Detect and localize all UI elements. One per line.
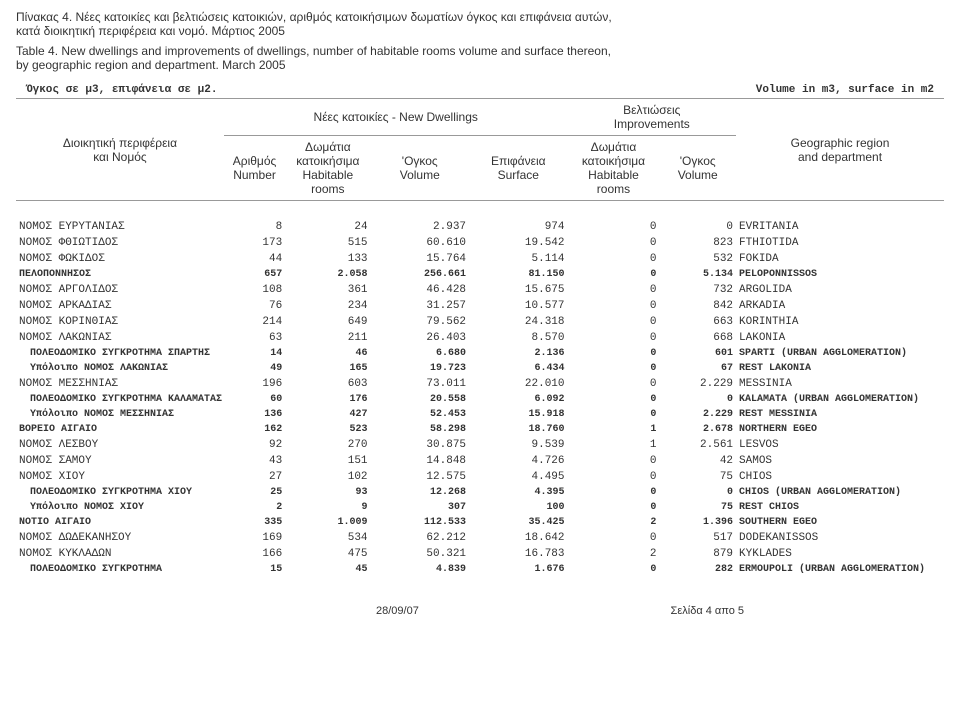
units-right: Volume in m3, surface in m2	[756, 84, 934, 96]
footer-page: Σελίδα 4 απο 5	[671, 605, 744, 617]
table-row: ΒΟΡΕΙΟ ΑΙΓΑΙΟ16252358.29818.76012.678NOR…	[16, 422, 944, 437]
hdr-improvements: ΒελτιώσειςImprovements	[568, 99, 737, 136]
table-row: ΠΕΛΟΠΟΝΝΗΣΟΣ6572.058256.66181.15005.134P…	[16, 267, 944, 282]
table-row: Υπόλοιπο ΝΟΜΟΣ ΛΑΚΩΝΙΑΣ4916519.7236.4340…	[16, 361, 944, 376]
units-left: Όγκος σε μ3, επιφάνεια σε μ2.	[26, 84, 217, 96]
header-table: Διοικητική περιφέρειακαι Νομός Νέες κατο…	[16, 98, 944, 201]
hdr-rooms: Δωμάτιακατοικήσιμα Habitablerooms	[285, 136, 370, 201]
table-row: ΝΟΜΟΣ ΑΡΚΑΔΙΑΣ7623431.25710.5770842ARKAD…	[16, 298, 944, 314]
title-greek-1: Πίνακας 4. Νέες κατοικίες και βελτιώσεις…	[16, 10, 944, 24]
hdr-imp-rooms: Δωμάτιακατοικήσιμα Habitablerooms	[568, 136, 660, 201]
table-row: ΝΟΜΟΣ ΜΕΣΣΗΝΙΑΣ19660373.01122.01002.229M…	[16, 376, 944, 392]
table-row: Υπόλοιπο ΝΟΜΟΣ ΜΕΣΣΗΝΙΑΣ13642752.45315.9…	[16, 407, 944, 422]
table-row: ΠΟΛΕΟΔΟΜΙΚΟ ΣΥΓΚΡΟΤΗΜΑ ΣΠΑΡΤΗΣ14466.6802…	[16, 346, 944, 361]
table-row: ΝΟΤΙΟ ΑΙΓΑΙΟ3351.009112.53335.42521.396S…	[16, 515, 944, 530]
table-row: ΝΟΜΟΣ ΚΥΚΛΑΔΩΝ16647550.32116.7832879KYKL…	[16, 546, 944, 562]
table-row: ΝΟΜΟΣ ΕΥΡΥΤΑΝΙΑΣ8242.93797400EVRITANIA	[16, 219, 944, 235]
table-row: ΝΟΜΟΣ ΦΩΚΙΔΟΣ4413315.7645.1140532FOKIDA	[16, 251, 944, 267]
footer: 28/09/07 Σελίδα 4 απο 5	[16, 605, 944, 617]
hdr-volume: 'ΟγκοςVolume	[371, 136, 469, 201]
table-row: ΝΟΜΟΣ ΛΑΚΩΝΙΑΣ6321126.4038.5700668LAKONI…	[16, 330, 944, 346]
hdr-surface: ΕπιφάνειαSurface	[469, 136, 568, 201]
title-english-2: by geographic region and department. Mar…	[16, 58, 944, 72]
table-row: ΠΟΛΕΟΔΟΜΙΚΟ ΣΥΓΚΡΟΤΗΜΑ ΧΙΟΥ259312.2684.3…	[16, 485, 944, 500]
title-greek-2: κατά διοικητική περιφέρεια και νομό. Μάρ…	[16, 24, 944, 38]
table-row: ΠΟΛΕΟΔΟΜΙΚΟ ΣΥΓΚΡΟΤΗΜΑ ΚΑΛΑΜΑΤΑΣ6017620.…	[16, 392, 944, 407]
title-english-1: Table 4. New dwellings and improvements …	[16, 44, 944, 58]
table-row: ΝΟΜΟΣ ΛΕΣΒΟΥ9227030.8759.53912.561LESVOS	[16, 437, 944, 453]
table-row: Υπόλοιπο ΝΟΜΟΣ ΧΙΟΥ29307100075REST CHIOS	[16, 500, 944, 515]
hdr-imp-volume: 'ΟγκοςVolume	[659, 136, 736, 201]
hdr-region-en: Geographic regionand department	[736, 99, 944, 201]
table-row: ΝΟΜΟΣ ΚΟΡΙΝΘΙΑΣ21464979.56224.3180663KOR…	[16, 314, 944, 330]
table-row: ΝΟΜΟΣ ΔΩΔΕΚΑΝΗΣΟΥ16953462.21218.6420517D…	[16, 530, 944, 546]
data-table: ΝΟΜΟΣ ΕΥΡΥΤΑΝΙΑΣ8242.93797400EVRITANIAΝΟ…	[16, 219, 944, 577]
footer-date: 28/09/07	[376, 605, 419, 617]
table-row: ΝΟΜΟΣ ΧΙΟΥ2710212.5754.495075CHIOS	[16, 469, 944, 485]
table-row: ΠΟΛΕΟΔΟΜΙΚΟ ΣΥΓΚΡΟΤΗΜΑ15454.8391.6760282…	[16, 562, 944, 577]
hdr-new-dwellings: Νέες κατοικίες - New Dwellings	[224, 99, 568, 136]
table-row: ΝΟΜΟΣ ΣΑΜΟΥ4315114.8484.726042SAMOS	[16, 453, 944, 469]
hdr-region-gr: Διοικητική περιφέρειακαι Νομός	[16, 99, 224, 201]
table-row: ΝΟΜΟΣ ΑΡΓΟΛΙΔΟΣ10836146.42815.6750732ARG…	[16, 282, 944, 298]
hdr-number: ΑριθμόςNumber	[224, 136, 285, 201]
table-row: ΝΟΜΟΣ ΦΘΙΩΤΙΔΟΣ17351560.61019.5420823FTH…	[16, 235, 944, 251]
